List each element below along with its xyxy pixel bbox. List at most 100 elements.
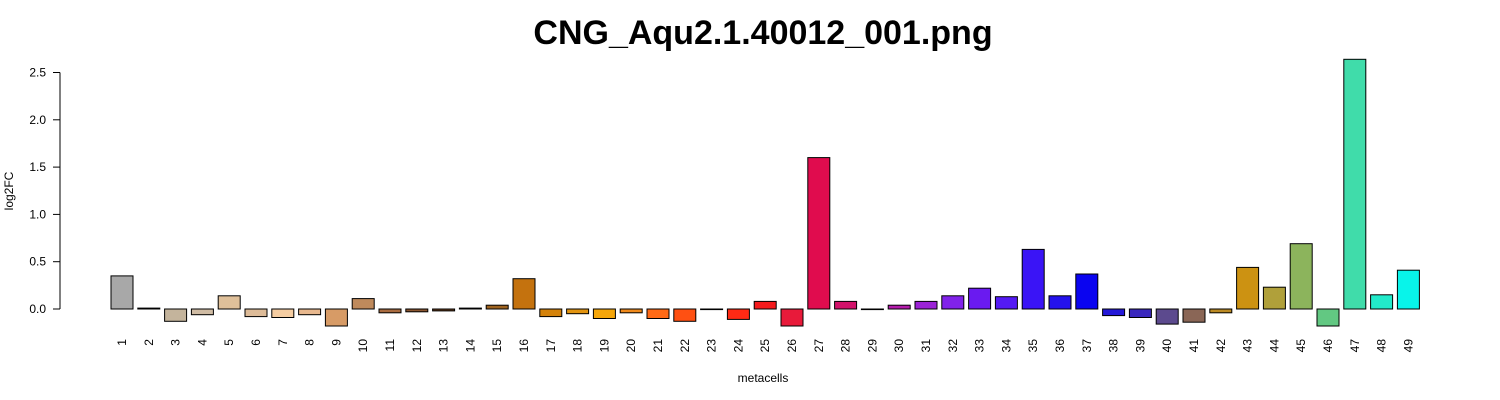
x-tick-label: 22: [678, 339, 692, 353]
x-tick-label: 5: [222, 339, 236, 346]
x-tick-label: 27: [812, 339, 826, 353]
x-tick-label: 29: [865, 339, 879, 353]
x-tick-label: 45: [1294, 339, 1308, 353]
x-tick-label: 19: [597, 339, 611, 353]
bar-4: [190, 308, 214, 316]
bar-49: [1396, 269, 1420, 310]
bar-3: [164, 308, 188, 322]
x-tick-label: 24: [731, 339, 745, 353]
bar-26: [780, 308, 804, 327]
bar-35: [1021, 248, 1045, 310]
x-tick-label: 40: [1160, 339, 1174, 353]
bar-45: [1289, 243, 1313, 310]
bar-17: [539, 308, 563, 318]
bar-22: [673, 308, 697, 322]
bar-12: [405, 308, 429, 313]
x-tick-label: 46: [1321, 339, 1335, 353]
x-tick-label: 16: [517, 339, 531, 353]
x-tick-label: 23: [705, 339, 719, 353]
x-tick-label: 26: [785, 339, 799, 353]
x-tick-label: 43: [1241, 339, 1255, 353]
bar-10: [351, 298, 375, 310]
bar-37: [1075, 273, 1099, 310]
x-tick-label: 14: [463, 339, 477, 353]
x-tick-label: 7: [276, 339, 290, 346]
bar-24: [726, 308, 750, 320]
y-tick-label: 2.5: [29, 66, 46, 80]
x-tick-label: 6: [249, 339, 263, 346]
bar-32: [941, 295, 965, 310]
bar-16: [512, 278, 536, 310]
bar-30: [887, 304, 911, 310]
bar-39: [1128, 308, 1152, 318]
x-tick-label: 28: [839, 339, 853, 353]
bar-6: [244, 308, 268, 318]
x-tick-label: 3: [169, 339, 183, 346]
bar-27: [807, 157, 831, 310]
y-axis-label: log2FC: [2, 171, 16, 210]
bar-13: [432, 308, 456, 312]
x-tick-label: 35: [1026, 339, 1040, 353]
bar-2: [137, 307, 161, 310]
x-tick-label: 36: [1053, 339, 1067, 353]
bar-25: [753, 300, 777, 310]
x-tick-label: 37: [1080, 339, 1094, 353]
x-tick-label: 12: [410, 339, 424, 353]
bar-18: [566, 308, 590, 315]
x-tick-label: 48: [1375, 339, 1389, 353]
x-tick-label: 11: [383, 339, 397, 352]
bar-48: [1370, 294, 1394, 310]
x-tick-label: 8: [303, 339, 317, 346]
bar-23: [700, 308, 724, 311]
bar-46: [1316, 308, 1340, 327]
bar-5: [217, 295, 241, 310]
x-tick-label: 41: [1187, 339, 1201, 353]
bar-20: [619, 308, 643, 314]
bar-14: [458, 307, 482, 310]
x-tick-label: 21: [651, 339, 665, 353]
x-tick-label: 39: [1133, 339, 1147, 353]
x-tick-label: 17: [544, 339, 558, 353]
bar-33: [968, 287, 992, 310]
x-tick-label: 13: [437, 339, 451, 353]
bar-9: [324, 308, 348, 327]
bar-43: [1236, 266, 1260, 310]
x-tick-label: 20: [624, 339, 638, 353]
bar-34: [994, 296, 1018, 310]
bar-15: [485, 304, 509, 310]
bar-47: [1343, 58, 1367, 310]
x-tick-label: 2: [142, 339, 156, 346]
x-tick-label: 34: [999, 339, 1013, 353]
x-tick-label: 38: [1107, 339, 1121, 353]
bar-29: [860, 308, 884, 311]
x-tick-label: 32: [946, 339, 960, 353]
x-tick-label: 49: [1401, 339, 1415, 353]
y-tick-label: 2.0: [29, 113, 46, 127]
bar-21: [646, 308, 670, 319]
x-axis-label: metacells: [738, 371, 789, 385]
y-tick-label: 0.0: [29, 302, 46, 316]
bar-40: [1155, 308, 1179, 325]
x-tick-label: 33: [973, 339, 987, 353]
x-tick-label: 1: [115, 339, 129, 346]
x-tick-label: 47: [1348, 339, 1362, 353]
x-tick-label: 31: [919, 339, 933, 353]
chart-title: CNG_Aqu2.1.40012_001.png: [533, 14, 992, 52]
x-tick-label: 4: [195, 339, 209, 346]
x-tick-label: 9: [329, 339, 343, 346]
bar-31: [914, 300, 938, 310]
bar-8: [298, 308, 322, 316]
bar-42: [1209, 308, 1233, 314]
y-axis: 0.0 0.5 1.0 1.5 2.0 2.5: [29, 66, 61, 316]
bar-19: [592, 308, 616, 319]
bar-11: [378, 308, 402, 314]
bar-36: [1048, 295, 1072, 310]
x-tick-label: 18: [571, 339, 585, 353]
x-tick-labels: 1 2 3 4 5 6 7 8 9 10 11 12 13 14 15 16 17 18 19 20 21 22 23 24 2…: [115, 339, 1415, 353]
bar-38: [1102, 308, 1126, 317]
bar-41: [1182, 308, 1206, 323]
x-tick-label: 42: [1214, 339, 1228, 353]
y-tick-label: 1.0: [29, 207, 46, 221]
x-tick-label: 15: [490, 339, 504, 353]
